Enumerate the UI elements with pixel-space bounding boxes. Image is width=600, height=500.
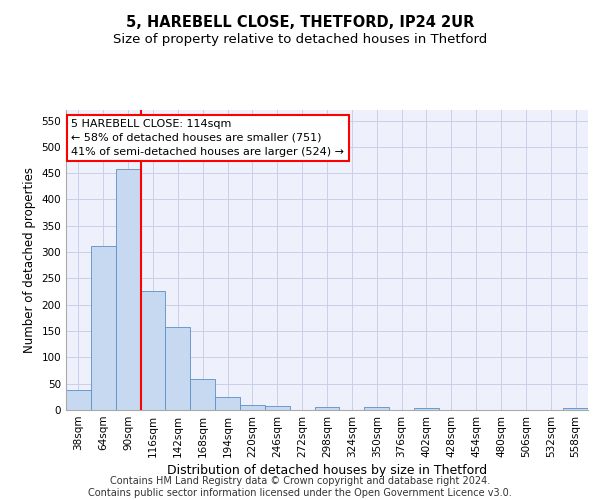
Text: 5 HAREBELL CLOSE: 114sqm
← 58% of detached houses are smaller (751)
41% of semi-: 5 HAREBELL CLOSE: 114sqm ← 58% of detach… xyxy=(71,119,344,157)
Bar xyxy=(166,327,190,410)
Bar xyxy=(314,408,340,410)
Y-axis label: Number of detached properties: Number of detached properties xyxy=(23,167,36,353)
Bar xyxy=(364,408,389,410)
Bar xyxy=(215,398,240,410)
Bar xyxy=(265,406,290,410)
Bar xyxy=(240,404,265,410)
Bar xyxy=(66,390,91,410)
X-axis label: Distribution of detached houses by size in Thetford: Distribution of detached houses by size … xyxy=(167,464,487,477)
Bar xyxy=(116,170,140,410)
Text: 5, HAREBELL CLOSE, THETFORD, IP24 2UR: 5, HAREBELL CLOSE, THETFORD, IP24 2UR xyxy=(126,15,474,30)
Bar xyxy=(91,246,116,410)
Bar xyxy=(190,380,215,410)
Text: Size of property relative to detached houses in Thetford: Size of property relative to detached ho… xyxy=(113,32,487,46)
Bar xyxy=(414,408,439,410)
Bar xyxy=(140,291,166,410)
Text: Contains HM Land Registry data © Crown copyright and database right 2024.
Contai: Contains HM Land Registry data © Crown c… xyxy=(88,476,512,498)
Bar xyxy=(563,408,588,410)
